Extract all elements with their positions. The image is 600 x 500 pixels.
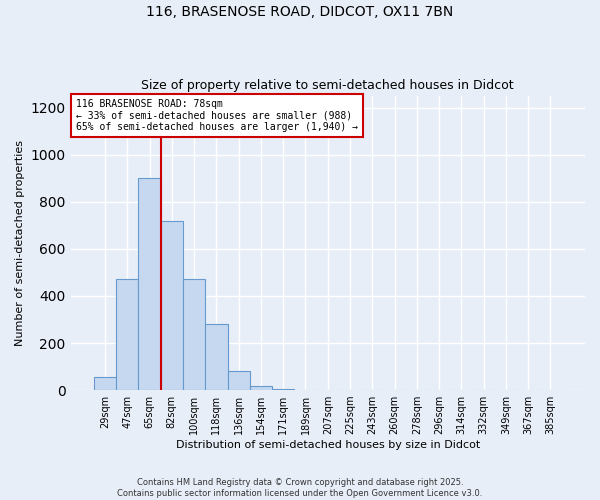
Bar xyxy=(227,372,250,390)
Text: 116, BRASENOSE ROAD, DIDCOT, OX11 7BN: 116, BRASENOSE ROAD, DIDCOT, OX11 7BN xyxy=(146,5,454,19)
Bar xyxy=(94,377,116,390)
Bar xyxy=(139,178,161,390)
Title: Size of property relative to semi-detached houses in Didcot: Size of property relative to semi-detach… xyxy=(142,79,514,92)
Bar xyxy=(250,386,272,390)
Bar xyxy=(272,389,295,390)
Text: Contains HM Land Registry data © Crown copyright and database right 2025.
Contai: Contains HM Land Registry data © Crown c… xyxy=(118,478,482,498)
X-axis label: Distribution of semi-detached houses by size in Didcot: Distribution of semi-detached houses by … xyxy=(176,440,480,450)
Bar xyxy=(205,324,227,390)
Y-axis label: Number of semi-detached properties: Number of semi-detached properties xyxy=(15,140,25,346)
Bar xyxy=(183,280,205,390)
Bar xyxy=(116,280,139,390)
Bar xyxy=(161,220,183,390)
Text: 116 BRASENOSE ROAD: 78sqm
← 33% of semi-detached houses are smaller (988)
65% of: 116 BRASENOSE ROAD: 78sqm ← 33% of semi-… xyxy=(76,99,358,132)
